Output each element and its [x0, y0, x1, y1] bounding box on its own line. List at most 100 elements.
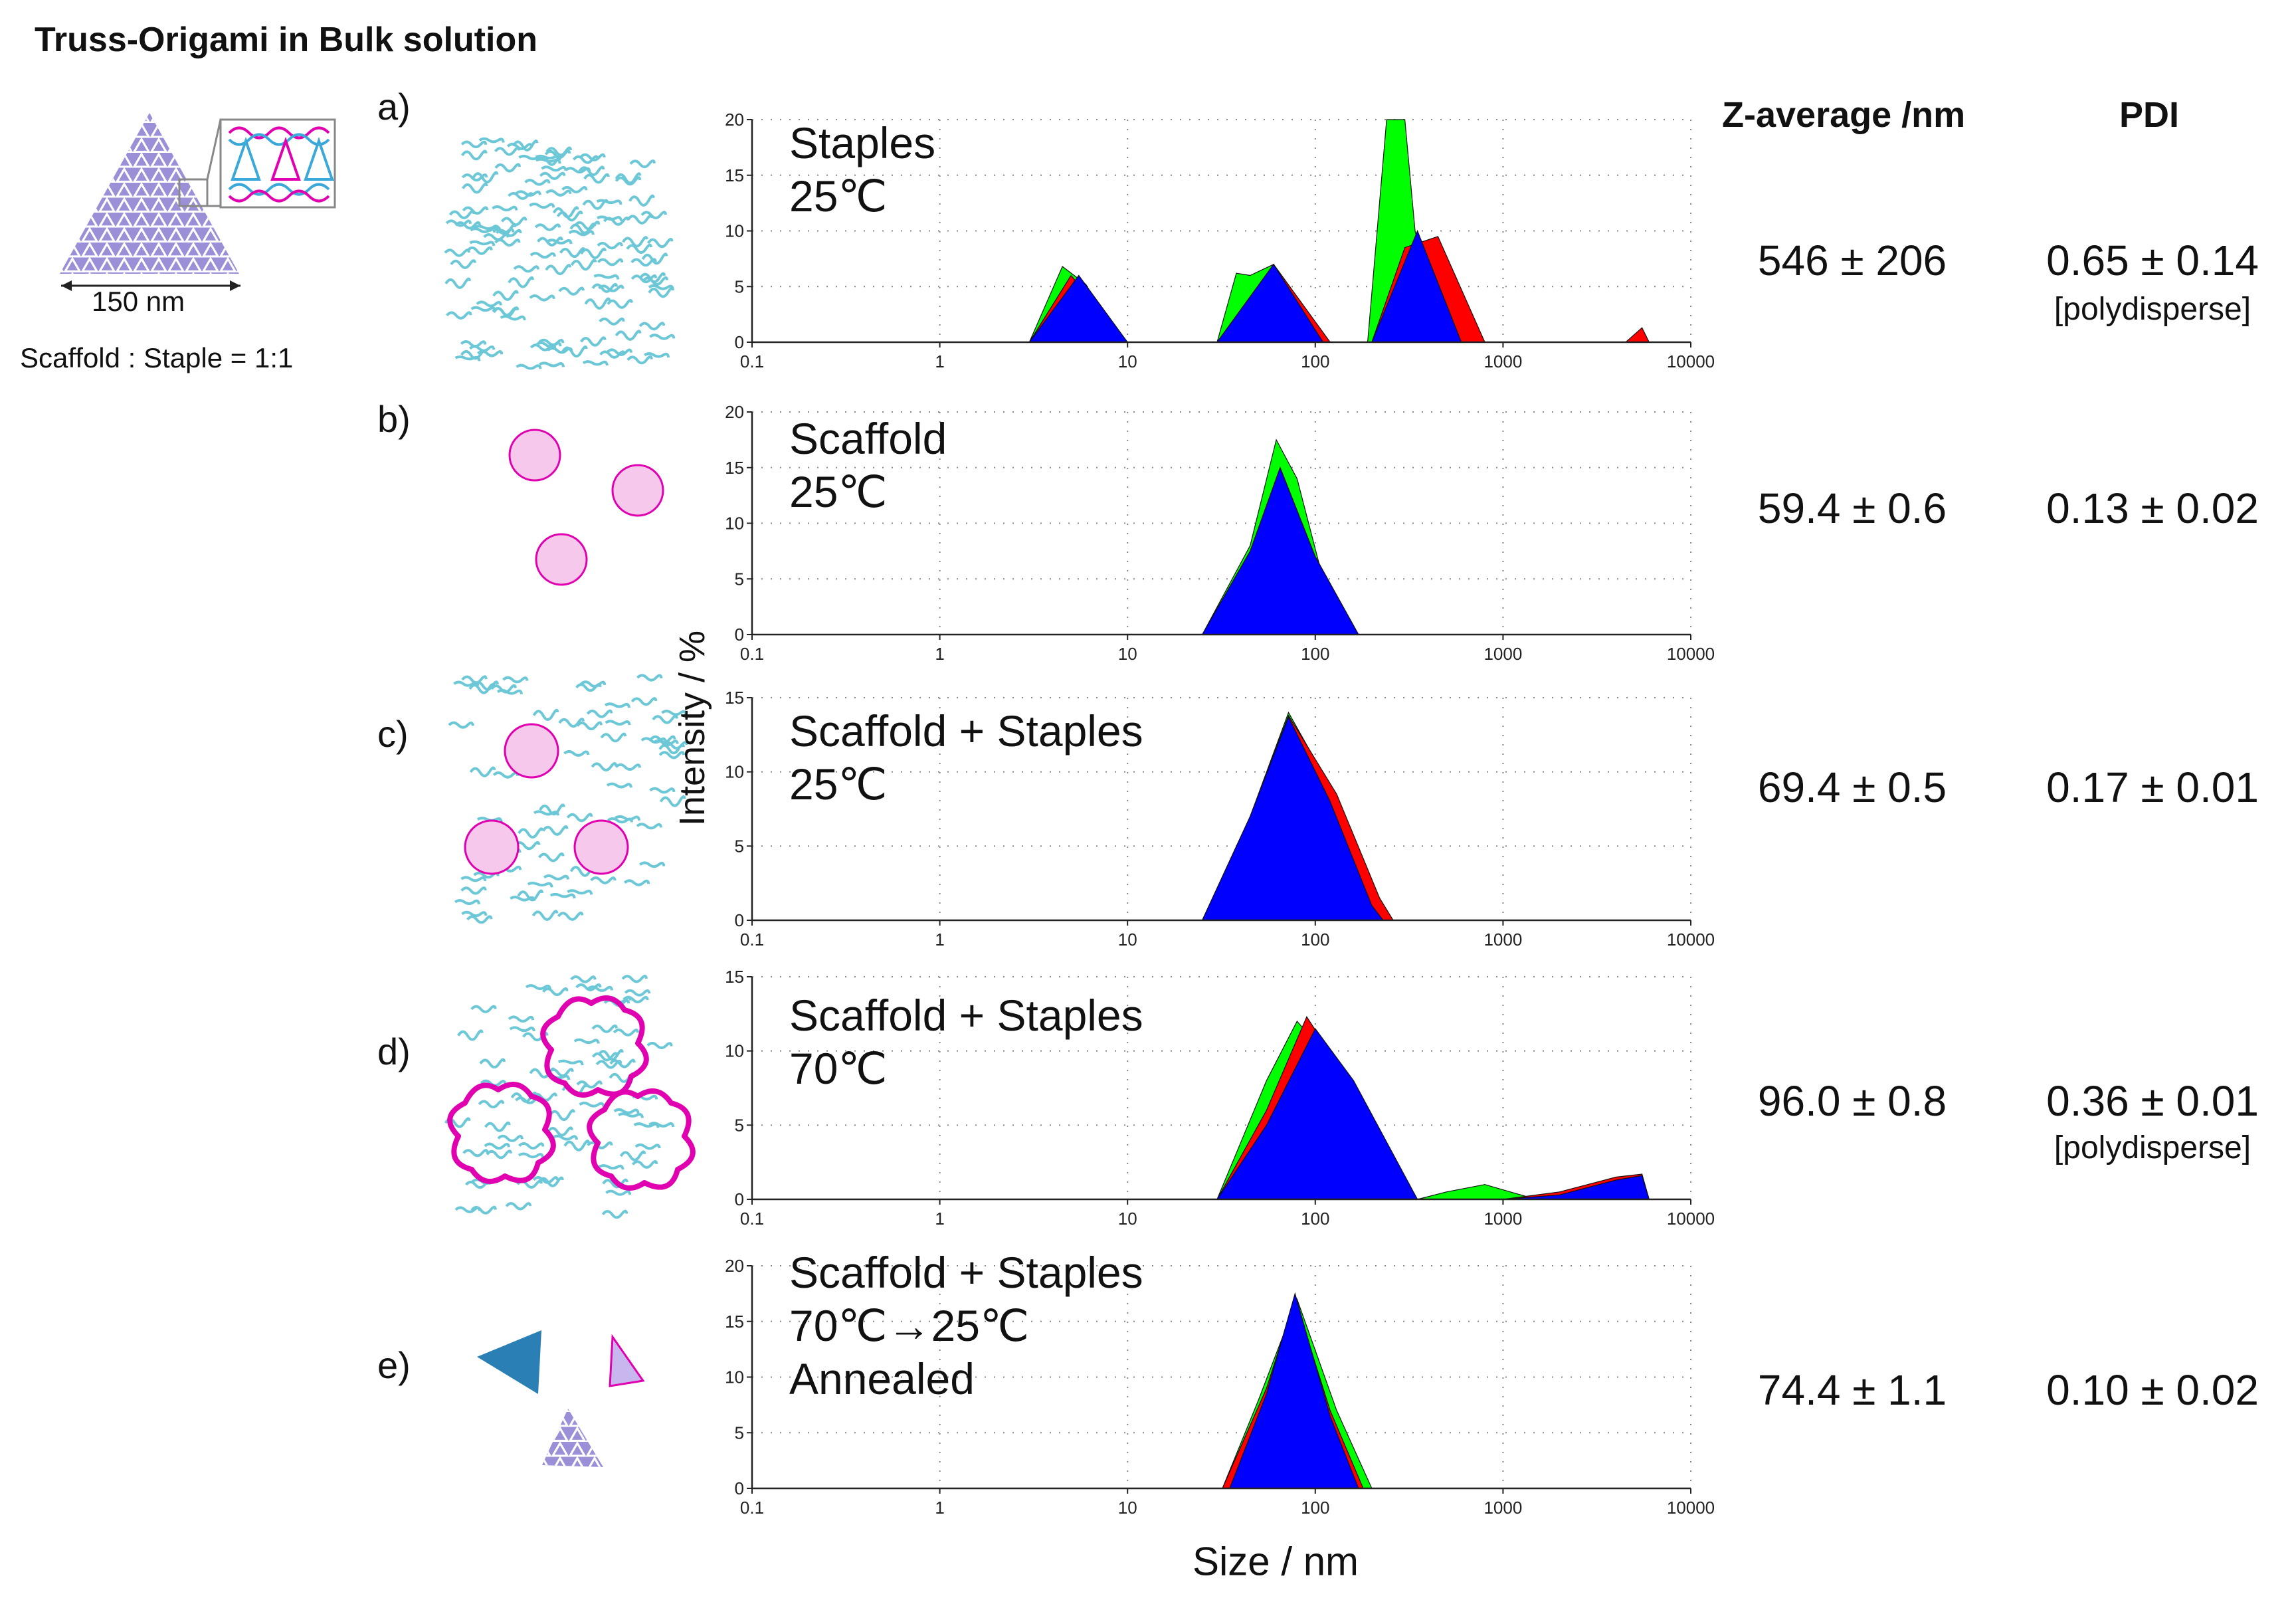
staple-strand: [580, 336, 607, 347]
staple-strand: [460, 876, 487, 882]
series-area-blue: [1201, 466, 1359, 635]
x-tick-label: 10000: [1667, 1209, 1714, 1229]
staple-strand: [630, 274, 658, 284]
staple-strand: [576, 721, 603, 731]
staple-strand: [446, 311, 472, 320]
staple-strand: [529, 202, 555, 209]
staple-strand: [644, 352, 670, 358]
staple-strand: [492, 290, 519, 301]
staple-strand: [508, 192, 534, 200]
staple-strand: [605, 1189, 632, 1196]
staple-strand: [534, 223, 561, 231]
x-tick-label: 10000: [1667, 1498, 1714, 1518]
x-axis-label: Size / nm: [1192, 1539, 1359, 1584]
staple-strand: [549, 892, 576, 899]
staple-strand: [587, 985, 614, 992]
x-tick-label: 10000: [1667, 351, 1714, 371]
y-tick-label: 10: [725, 1041, 744, 1061]
y-tick-label: 20: [725, 1259, 744, 1276]
staple-strand: [641, 252, 668, 265]
staple-strand: [579, 1102, 605, 1108]
melted-scaffold: [587, 1088, 696, 1191]
x-tick-label: 10: [1118, 1498, 1137, 1518]
y-tick-label: 15: [725, 165, 744, 185]
staple-strand: [558, 718, 585, 728]
staple-strand: [508, 276, 535, 288]
staple-strand: [466, 246, 493, 255]
pdi-c: 0.17 ± 0.01: [2046, 763, 2259, 811]
staple-strand: [606, 348, 633, 356]
z-average-header: Z-average /nm: [1722, 95, 1966, 135]
staple-strand: [607, 299, 633, 309]
staple-strand: [531, 910, 559, 921]
staple-strand: [626, 355, 653, 365]
y-tick-label: 10: [725, 514, 744, 534]
y-tick-label: 0: [735, 625, 744, 645]
staple-strand: [615, 763, 642, 771]
staple-strand: [537, 236, 563, 247]
staple-strand: [537, 852, 565, 862]
staple-strand: [626, 243, 653, 254]
staple-strand: [470, 1005, 497, 1013]
staple-strand: [532, 1176, 559, 1184]
x-tick-label: 1: [935, 644, 944, 664]
staple-strand: [508, 1015, 535, 1023]
y-tick-label: 0: [735, 1478, 744, 1498]
staple-strand: [642, 276, 669, 286]
staple-strand: [576, 1080, 603, 1089]
staple-strand: [470, 227, 496, 233]
staple-strand: [563, 750, 590, 757]
staple-strand: [600, 732, 627, 743]
staple-strand: [652, 714, 678, 724]
staple-strand: [587, 1141, 613, 1150]
melted-scaffold: [447, 1082, 556, 1184]
staple-strand: [575, 983, 602, 991]
staple-strand: [505, 1202, 532, 1211]
y-tick-label: 0: [735, 1189, 744, 1209]
staple-strand: [478, 137, 505, 144]
staple-strand: [494, 163, 522, 173]
staple-strand: [621, 975, 648, 983]
staple-strand: [624, 989, 651, 997]
staple-strand: [597, 258, 624, 266]
staple-strand: [591, 1024, 619, 1033]
staple-strand: [494, 146, 521, 156]
staple-strand: [561, 185, 588, 193]
x-tick-label: 1000: [1483, 644, 1522, 664]
scale-label: 150 nm: [92, 286, 185, 317]
x-tick-label: 100: [1301, 930, 1329, 950]
staple-strand: [636, 823, 662, 830]
staple-strand: [652, 739, 679, 747]
staple-strand: [462, 206, 489, 215]
staple-strand: [460, 150, 488, 161]
x-tick-label: 0.1: [740, 1498, 764, 1518]
staple-strand: [552, 206, 579, 219]
panel-letter-b: b): [377, 398, 411, 440]
staple-strand: [539, 171, 566, 180]
staple-strand: [593, 274, 620, 280]
staple-strand: [607, 817, 634, 824]
pdi-d: 0.36 ± 0.01: [2046, 1077, 2259, 1125]
staple-strand: [545, 146, 573, 157]
staple-strand: [470, 1205, 497, 1215]
staple-strand: [506, 142, 533, 150]
pdi-header: PDI: [2119, 95, 2180, 135]
staple-strand: [461, 675, 488, 684]
staple-strand: [658, 751, 686, 759]
staple-strand: [591, 282, 619, 293]
staple-strand: [484, 1142, 510, 1150]
staple-strand: [572, 155, 599, 164]
panel-d-label: Scaffold + Staples 70℃: [789, 991, 1143, 1093]
staple-strand: [525, 984, 552, 991]
z-average-a: 546 ± 206: [1757, 237, 1947, 284]
staple-strand: [565, 167, 591, 174]
staple-strand: [597, 1049, 624, 1061]
y-tick-label: 0: [735, 910, 744, 930]
staple-strand: [469, 766, 496, 777]
z-average-d: 96.0 ± 0.8: [1757, 1077, 1947, 1125]
series-area-blue: [1028, 229, 1462, 343]
scaffold-coil: [504, 723, 559, 779]
origami-triangle-partial: [609, 1334, 645, 1387]
truss-origami-illustration: [60, 113, 336, 291]
y-tick-label: 20: [725, 113, 744, 130]
